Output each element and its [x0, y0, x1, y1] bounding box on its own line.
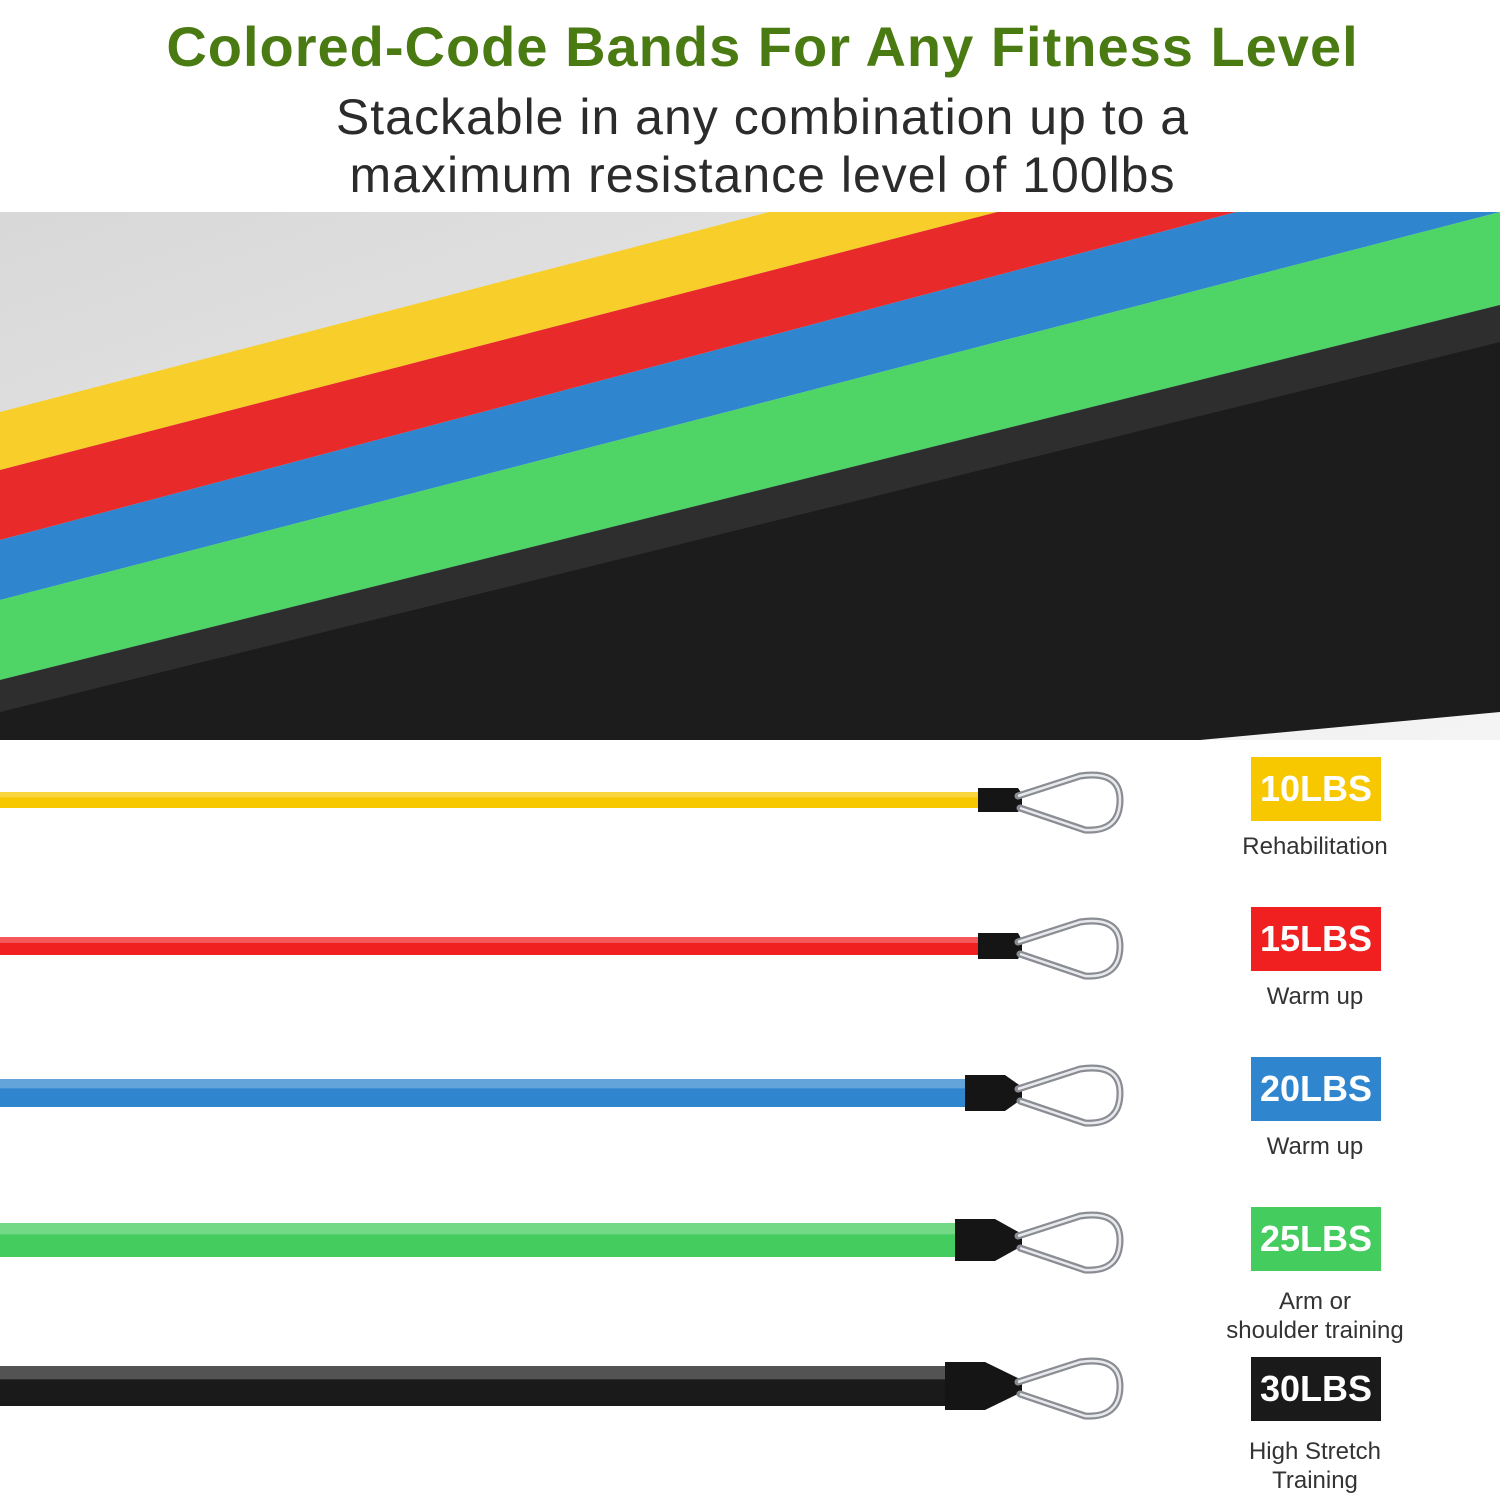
band-10lbs — [0, 771, 1124, 834]
band-tube — [0, 792, 978, 808]
band-25lbs — [0, 1211, 1124, 1274]
band-description: Training — [1272, 1467, 1358, 1494]
band-tube — [0, 937, 978, 955]
band-15lbs — [0, 917, 1124, 980]
band-30lbs — [0, 1357, 1124, 1420]
band-20lbs — [0, 1064, 1124, 1127]
bands-lineup — [0, 771, 1124, 1420]
band-tube — [0, 1223, 955, 1257]
weight-badge: 10LBS — [1251, 757, 1381, 821]
page-title: Colored-Code Bands For Any Fitness Level — [166, 15, 1359, 78]
carabiner-icon — [1014, 1211, 1124, 1274]
band-description: High Stretch — [1248, 1438, 1382, 1465]
band-tube — [0, 1366, 945, 1406]
carabiner-icon — [1014, 1064, 1124, 1127]
band-description: Warm up — [1266, 983, 1364, 1010]
sleeve-icon — [978, 788, 1022, 812]
carabiner-icon — [1014, 1357, 1124, 1420]
band-description: Arm or — [1279, 1288, 1351, 1315]
band-description: Rehabilitation — [1242, 833, 1388, 860]
subtitle-line-2: maximum resistance level of 100lbs — [349, 147, 1176, 203]
sleeve-icon — [945, 1362, 1022, 1410]
weight-badge: 20LBS — [1251, 1057, 1381, 1121]
band-tube — [0, 1079, 965, 1107]
sleeve-icon — [955, 1219, 1022, 1261]
band-green-closeup — [0, 212, 1500, 680]
band-description: Warm up — [1266, 1133, 1364, 1160]
weight-badge: 25LBS — [1251, 1207, 1381, 1271]
sleeve-icon — [978, 933, 1022, 959]
carabiner-icon — [1014, 917, 1124, 980]
carabiner-icon — [1014, 771, 1124, 834]
subtitle-line-1: Stackable in any combination up to a — [335, 89, 1190, 145]
bands-closeup-photo — [0, 212, 1500, 740]
weight-badge: 30LBS — [1251, 1357, 1381, 1421]
sleeve-icon — [965, 1075, 1022, 1111]
weight-badge: 15LBS — [1251, 907, 1381, 971]
band-description: shoulder training — [1226, 1317, 1404, 1344]
